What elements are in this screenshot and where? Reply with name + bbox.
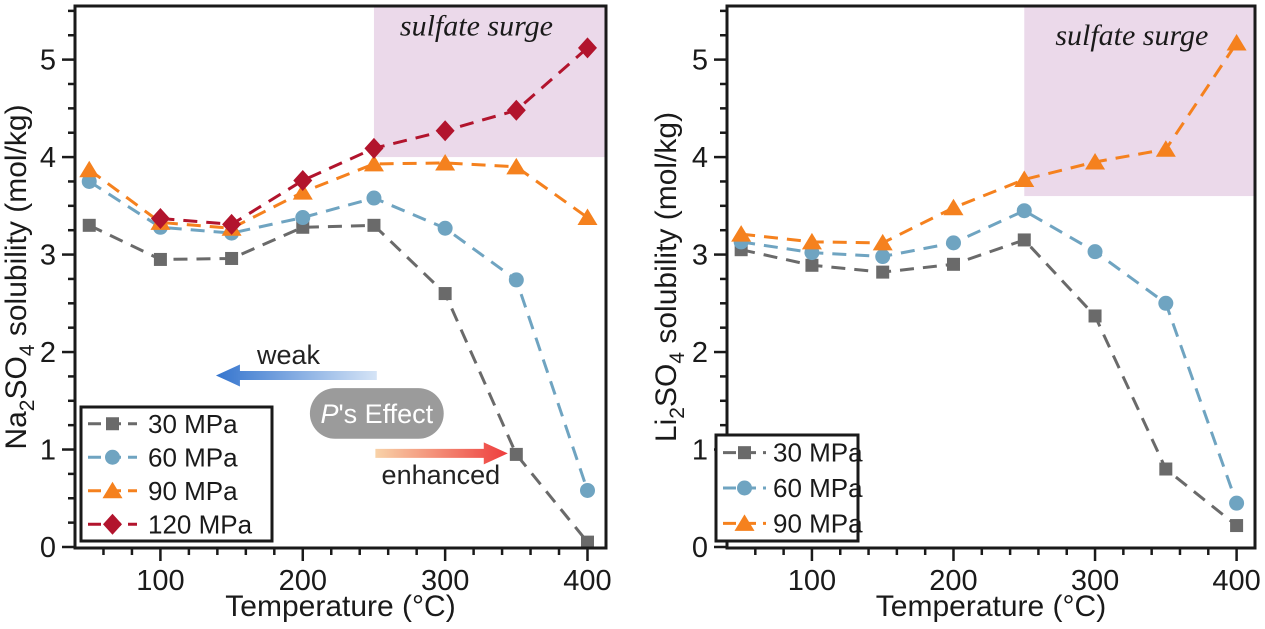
y-tick-label: 3 [692,240,708,272]
legend-item-label: 60 MPa [773,473,863,503]
y-tick-label: 4 [692,142,708,174]
x-tick-label: 200 [929,565,977,597]
series-120-mpa [150,37,597,235]
y-tick-label: 5 [692,45,708,77]
sulfate-surge-label: sulfate surge [1055,19,1208,52]
p-effect-pill [309,388,444,439]
y-tick-label: 2 [692,337,708,369]
chart-na2so4: 100 200 300 400 0 1 2 3 4 5 Temperature (°C) Na2SO4… [0,4,612,623]
y-tick-label: 1 [40,435,56,467]
legend-item-30-mpa: 30 MPa [88,409,238,439]
axis-ticks [714,9,1238,561]
series-90-mpa [79,153,598,236]
p-effect-label: P's Effect [320,399,433,429]
x-axis-title: Temperature (°C) [876,590,1106,623]
y-tick-label: 3 [40,240,56,272]
series-60-mpa [733,203,1245,511]
sulfate-surge-label: sulfate surge [400,9,553,42]
enhanced-label: enhanced [382,460,501,490]
plot-border [725,4,1257,550]
legend-item-60-mpa: 60 MPa [88,442,238,472]
legend-item-30-mpa: 30 MPa [723,438,863,468]
legend-item-60-mpa: 60 MPa [723,473,863,503]
series-90-mpa [731,34,1247,251]
weak-label: weak [256,340,321,370]
legend: 30 MPa 60 MPa 90 MPa [714,433,863,543]
y-tick-label: 2 [40,337,56,369]
sulfate-surge-region [373,6,606,158]
series-60-mpa [81,173,595,498]
x-axis-title: Temperature (°C) [225,590,455,623]
y-tick-label: 0 [692,532,708,564]
legend-item-120-mpa: 120 MPa [88,509,253,539]
pressure-effect-annotations: weak enhanced P's Effect [215,340,508,490]
series-30-mpa [734,233,1244,533]
series-30-mpa [82,218,594,549]
sulfate-surge-region [1024,6,1255,197]
legend-item-label: 30 MPa [148,409,238,439]
legend-item-label: 90 MPa [148,476,238,506]
legend-item-label: 30 MPa [773,438,863,468]
enhanced-arrow [375,442,508,465]
weak-arrow [215,364,377,387]
y-tick-label: 4 [40,142,56,174]
axis-ticks [62,9,589,561]
plot-border [73,4,608,550]
y-tick-label: 0 [40,532,56,564]
x-tick-label: 400 [563,565,611,597]
legend-item-90-mpa: 90 MPa [88,476,238,506]
y-tick-label: 1 [692,435,708,467]
x-tick-label: 400 [1212,565,1260,597]
legend-item-label: 90 MPa [773,508,863,538]
x-tick-label: 300 [1071,565,1119,597]
y-tick-label: 5 [40,45,56,77]
x-tick-label: 200 [279,565,327,597]
y-axis-title: Li2SO4 solubility (mol/kg) [650,112,689,442]
legend-item-label: 120 MPa [148,509,253,539]
x-tick-label: 100 [788,565,836,597]
legend-item-90-mpa: 90 MPa [723,508,863,538]
chart-li2so4: 100 200 300 400 0 1 2 3 4 5 Temperature (°C) Li2SO4… [650,4,1261,623]
x-tick-label: 100 [136,565,184,597]
y-axis-title: Na2SO4 solubility (mol/kg) [0,104,39,449]
legend-item-label: 60 MPa [148,442,238,472]
x-tick-label: 300 [421,565,469,597]
